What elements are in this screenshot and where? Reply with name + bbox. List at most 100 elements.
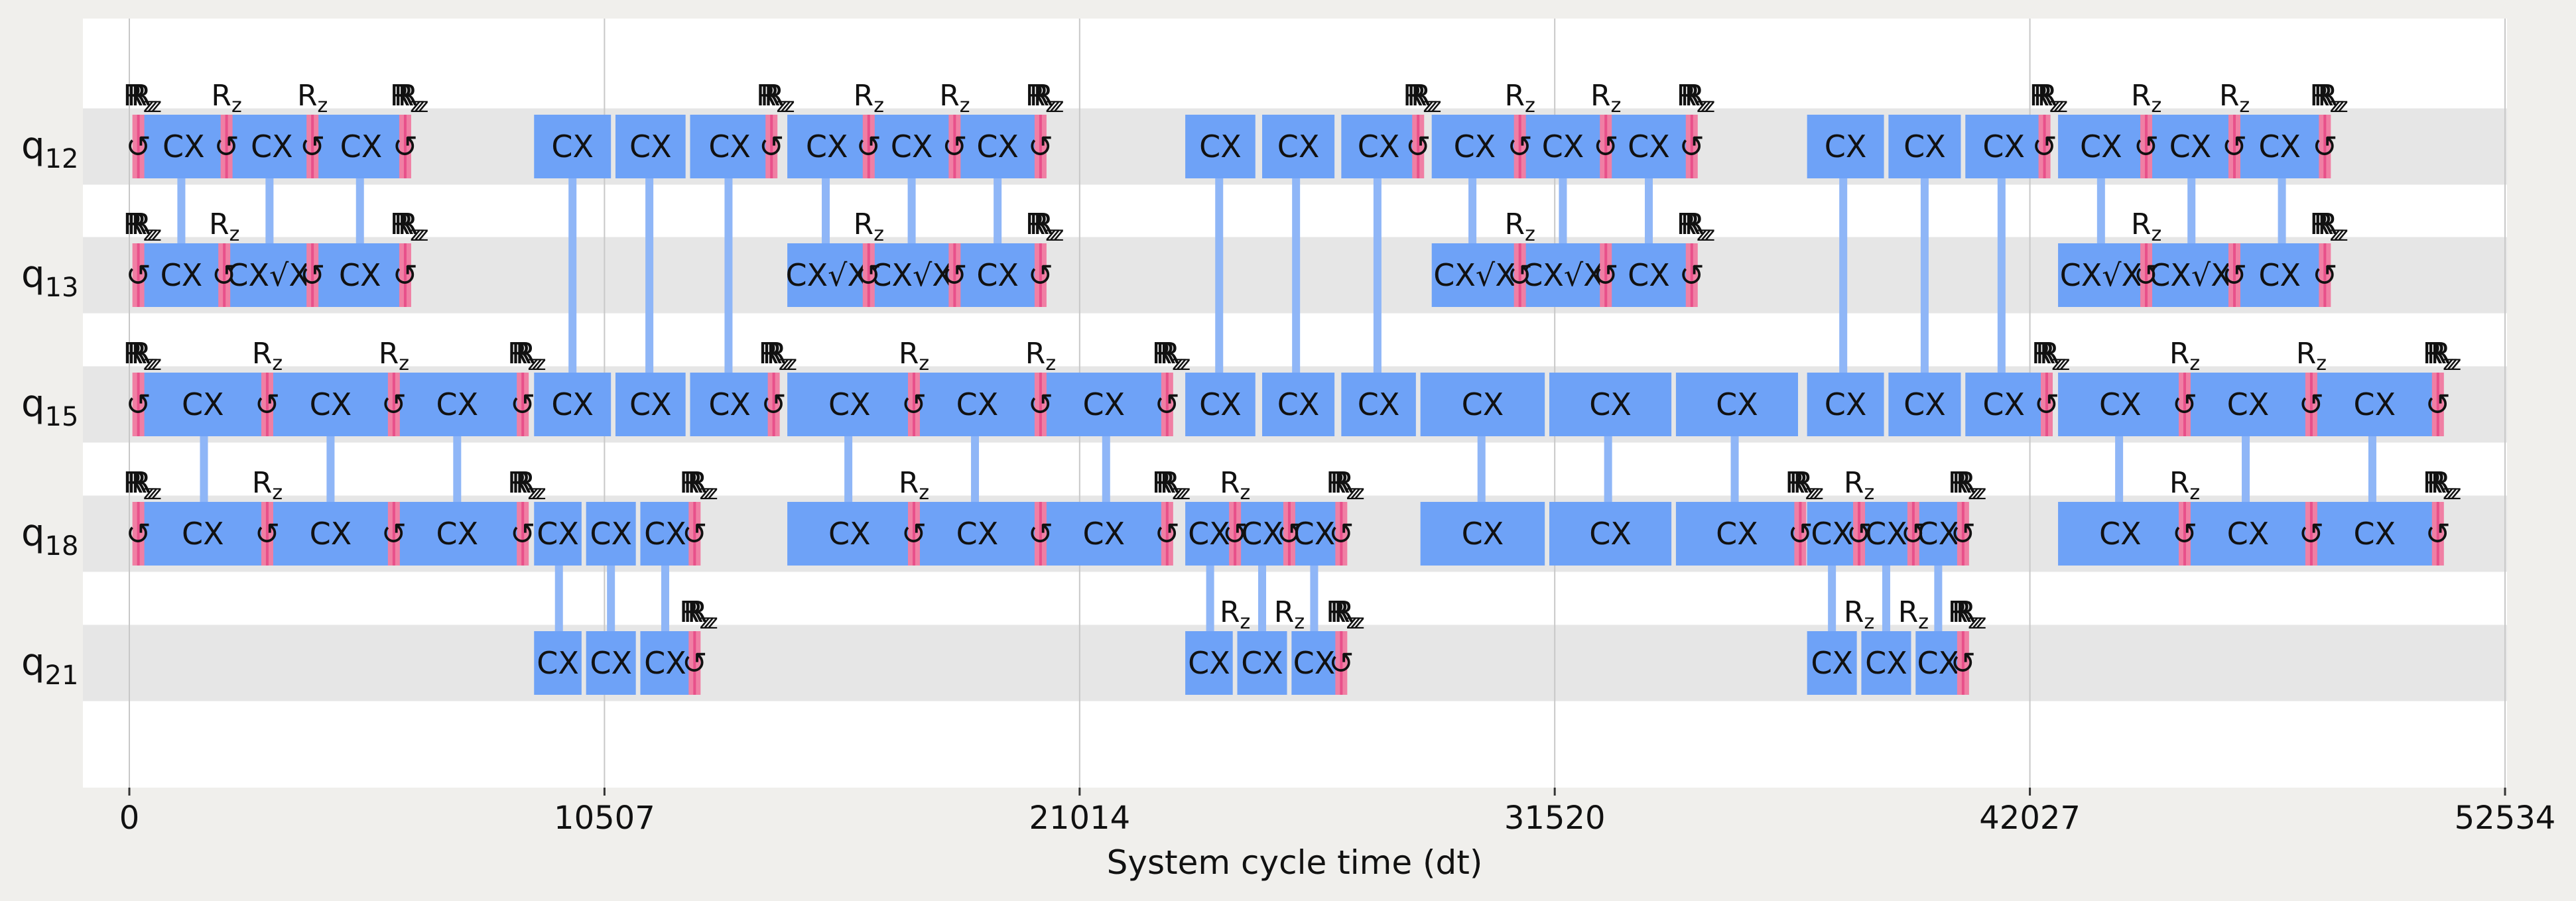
rz-subscript: z: [143, 223, 154, 246]
rz-label: Rz: [2427, 466, 2457, 505]
rz-subscript: z: [2451, 352, 2461, 375]
cx-gate: [1807, 502, 1857, 566]
rz-subscript: z: [781, 94, 791, 117]
rz-subscript: z: [2447, 481, 2457, 505]
single-gate-core: [403, 115, 407, 178]
single-gate-core: [953, 243, 956, 307]
reset-glyph: ↺: [125, 257, 151, 293]
reset-glyph: ↺: [682, 516, 708, 552]
cx-gate-label: CX: [162, 129, 205, 164]
rz-subscript: z: [147, 223, 158, 246]
rz-subscript: z: [704, 611, 714, 634]
reset-glyph: ↺: [1593, 257, 1619, 293]
cx-gate: [1549, 373, 1672, 436]
single-gate-core: [912, 373, 915, 436]
cx-gate-label: CX: [1628, 129, 1670, 164]
reset-glyph: ↺: [2172, 387, 2198, 422]
cx-gate: [787, 115, 867, 178]
cx-gate: [1965, 373, 2043, 436]
cx-gate: [534, 502, 582, 566]
rz-label: Rz: [1160, 466, 1191, 505]
x-tick-label: 0: [119, 800, 140, 837]
rz-label: Rz: [2169, 337, 2200, 375]
cx-gate-label: CX: [1589, 387, 1632, 422]
single-gate-core: [693, 502, 696, 566]
reset-glyph: ↺: [2134, 129, 2159, 164]
single-gate-core: [2043, 115, 2046, 178]
reset-glyph: ↺: [1507, 257, 1533, 293]
cx-gate: [1608, 243, 1690, 307]
cx-gate: [1185, 502, 1233, 566]
single-gate-core: [1690, 243, 1693, 307]
cx-gate-label: CX: [310, 387, 352, 422]
cx-gate-label: CX: [161, 257, 203, 293]
cx-gate: [1262, 373, 1335, 436]
cx-gate-label: CX: [708, 387, 751, 422]
rz-label: Rz: [1334, 595, 1364, 634]
rz-subscript: z: [2451, 481, 2461, 505]
rz-label: Rz: [758, 337, 789, 375]
cx-link: [1258, 566, 1267, 631]
rz-subscript: z: [1180, 352, 1191, 375]
cx-gate-label: CX: [2099, 516, 2142, 552]
cx-gate: [1522, 243, 1604, 307]
cx-gate-label: CX: [1865, 516, 1907, 552]
cx-gate-label: CX: [1628, 257, 1670, 293]
cx-gate: [1043, 502, 1165, 566]
cx-link: [1292, 178, 1301, 373]
single-gate-core: [1417, 115, 1420, 178]
cx-gate: [1675, 502, 1799, 566]
cx-gate-label: CX: [1293, 516, 1336, 552]
rz-label: Rz: [1156, 337, 1187, 375]
rz-subscript: z: [231, 94, 242, 117]
reset-glyph: ↺: [300, 129, 326, 164]
cx-gate: [586, 502, 636, 566]
rz-subscript: z: [1045, 223, 1056, 246]
reset-glyph: ↺: [1679, 129, 1705, 164]
cx-gate-label: CX: [2354, 387, 2396, 422]
reset-glyph: ↺: [1155, 516, 1181, 552]
cx-gate: [640, 631, 690, 695]
rz-subscript: z: [960, 94, 970, 117]
rz-subscript: z: [1918, 611, 1929, 634]
qubit-index: 13: [45, 272, 79, 303]
rz-subscript: z: [1354, 481, 1365, 505]
rz-subscript: z: [418, 223, 428, 246]
cx-gate-label: CX: [2354, 516, 2396, 552]
rz-label: Rz: [398, 208, 428, 246]
single-gate-core: [265, 373, 269, 436]
reset-glyph: ↺: [393, 257, 419, 293]
cx-gate-label: CX: [828, 516, 871, 552]
cx-gate-label: CX: [1199, 129, 1242, 164]
cx-link: [844, 436, 853, 502]
qubit-index: 18: [45, 531, 79, 562]
rz-subscript: z: [1864, 611, 1874, 634]
cx-gate-label: CX: [891, 129, 933, 164]
cx-gate-label: CX: [436, 516, 479, 552]
cx-gate-label: CX: [1462, 387, 1504, 422]
cx-link: [355, 178, 364, 243]
cx-gate-label: CX: [956, 516, 999, 552]
reset-glyph: ↺: [901, 387, 927, 422]
reset-glyph: ↺: [255, 516, 281, 552]
cx-gate-label: CX: [1982, 129, 2025, 164]
cx-gate: [1861, 631, 1911, 695]
cx-gate: [1965, 115, 2043, 178]
reset-glyph: ↺: [2172, 516, 2198, 552]
cx-gate: [2313, 373, 2436, 436]
rz-label: Rz: [2169, 466, 2200, 505]
single-gate-core: [1690, 115, 1693, 178]
cx-link: [1934, 566, 1943, 631]
rz-subscript: z: [2189, 352, 2200, 375]
cx-gate-label: CX√X: [1433, 257, 1515, 293]
rz-subscript: z: [1294, 611, 1305, 634]
x-tick-label: 52534: [2455, 800, 2556, 837]
cx-gate: [2187, 502, 2309, 566]
reset-glyph: ↺: [510, 516, 536, 552]
cx-link: [1644, 178, 1653, 243]
rz-subscript: z: [2338, 94, 2349, 117]
single-gate-core: [1234, 502, 1237, 566]
single-gate-core: [311, 243, 314, 307]
rz-subscript: z: [418, 94, 428, 117]
rz-label: Rz: [1029, 208, 1060, 246]
